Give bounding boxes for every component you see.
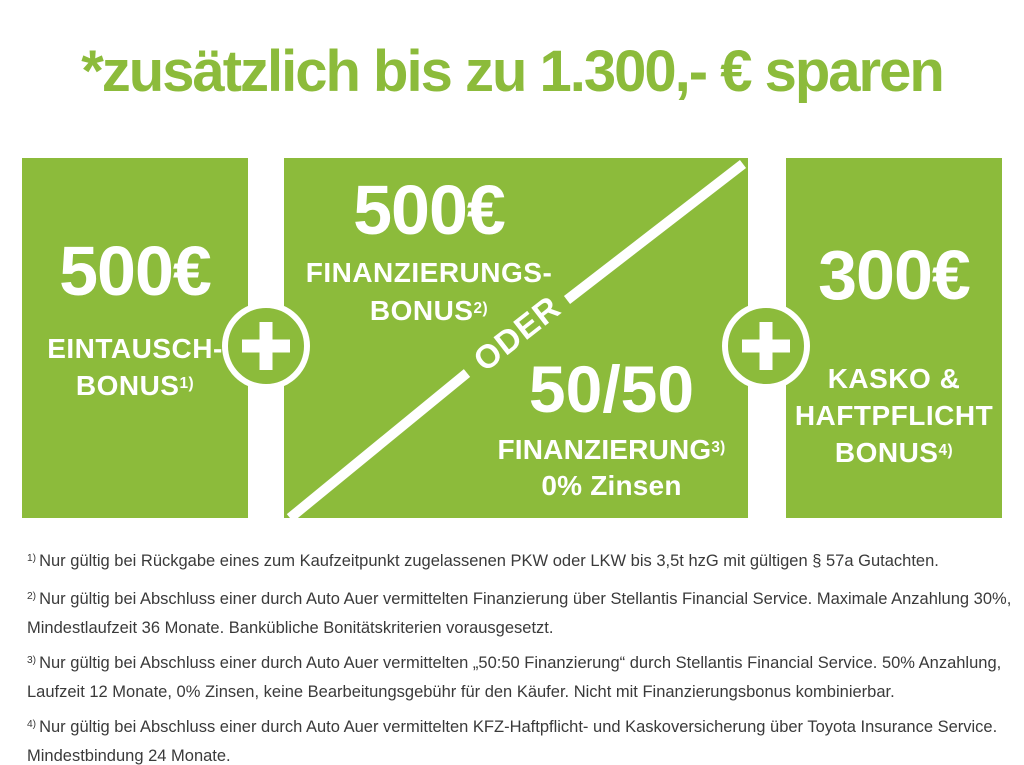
footnote-2-text: Nur gültig bei Abschluss einer durch Aut… bbox=[27, 590, 1012, 637]
fifty-fifty-footnote-ref: 3) bbox=[711, 439, 726, 457]
finanzierung-label-line2: BONUS bbox=[369, 295, 474, 326]
bonus-box-eintausch: 500€ EINTAUSCH- BONUS1) bbox=[22, 158, 248, 518]
bonus-box-finanzierung: 500€ FINANZIERUNGS- BONUS2) ODER 50/50 F… bbox=[284, 158, 748, 518]
footnotes-section: 1) Nur gültig bei Rückgabe eines zum Kauf… bbox=[27, 548, 1017, 765]
kasko-label-line1: KASKO & bbox=[827, 363, 961, 394]
footnote-4-text: Nur gültig bei Abschluss einer durch Aut… bbox=[27, 718, 998, 765]
footnote-1-text: Nur gültig bei Rückgabe eines zum Kaufze… bbox=[39, 552, 939, 570]
plus-icon bbox=[728, 308, 804, 384]
plus-connector-2 bbox=[722, 302, 810, 390]
plus-connector-1 bbox=[222, 302, 310, 390]
bonus-box-kasko: 300€ KASKO & HAFTPFLICHT BONUS4) bbox=[786, 158, 1002, 518]
finanzierung-footnote-ref: 2) bbox=[473, 300, 489, 318]
oder-divider-line bbox=[286, 160, 747, 518]
kasko-label-line2: HAFTPFLICHT bbox=[794, 400, 994, 431]
kasko-amount: 300€ bbox=[818, 236, 971, 314]
eintausch-amount: 500€ bbox=[59, 232, 212, 310]
footnote-3-text: Nur gültig bei Abschluss einer durch Aut… bbox=[27, 654, 1002, 701]
eintausch-label-line2: BONUS bbox=[75, 370, 180, 401]
footnote-1-ref: 1) bbox=[27, 552, 37, 564]
footnote-3: 3) Nur gültig bei Abschluss einer durch A… bbox=[27, 650, 1017, 705]
fifty-fifty-label-line1: FINANZIERUNG bbox=[497, 434, 712, 465]
kasko-label: KASKO & HAFTPFLICHT BONUS4) bbox=[786, 360, 1002, 476]
finanzierung-amount: 500€ bbox=[353, 171, 506, 249]
fifty-fifty-amount: 50/50 bbox=[528, 352, 695, 426]
footnote-2: 2) Nur gültig bei Abschluss einer durch A… bbox=[27, 586, 1017, 641]
page-title: *zusätzlich bis zu 1.300,- € sparen bbox=[81, 39, 945, 104]
kasko-footnote-ref: 4) bbox=[938, 442, 954, 460]
footnote-4: 4) Nur gültig bei Abschluss einer durch A… bbox=[27, 714, 1017, 765]
fifty-fifty-label: FINANZIERUNG3) 0% Zinsen bbox=[479, 434, 744, 501]
footnote-2-ref: 2) bbox=[27, 590, 37, 602]
finanzierung-label: FINANZIERUNGS- BONUS2) bbox=[284, 254, 574, 335]
footnote-1: 1) Nur gültig bei Rückgabe eines zum Kauf… bbox=[27, 548, 1017, 577]
finanzierung-label-line1: FINANZIERUNGS- bbox=[305, 257, 553, 288]
footnote-3-ref: 3) bbox=[27, 654, 37, 666]
eintausch-label: EINTAUSCH- BONUS1) bbox=[22, 330, 248, 409]
fifty-fifty-label-line2: 0% Zinsen bbox=[541, 470, 682, 501]
footnote-4-ref: 4) bbox=[27, 718, 37, 730]
kasko-label-line3: BONUS bbox=[834, 437, 939, 468]
plus-icon bbox=[228, 308, 304, 384]
eintausch-label-line1: EINTAUSCH- bbox=[47, 333, 223, 364]
eintausch-footnote-ref: 1) bbox=[179, 375, 195, 393]
